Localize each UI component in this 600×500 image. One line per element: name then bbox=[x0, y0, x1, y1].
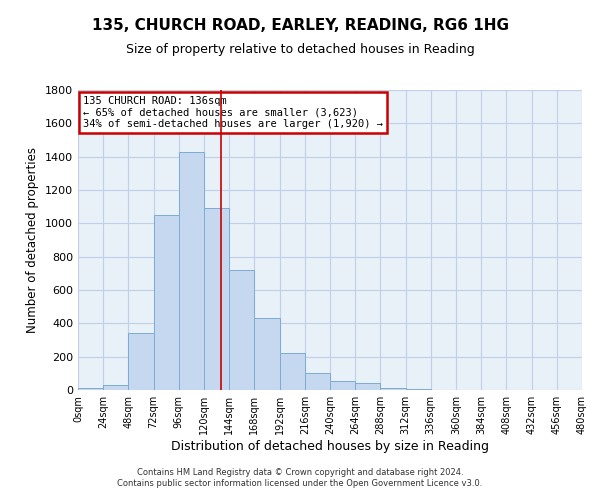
Bar bbox=[305, 372, 330, 390]
Bar bbox=[229, 270, 254, 390]
Bar bbox=[204, 208, 229, 390]
Bar bbox=[406, 389, 431, 390]
Bar bbox=[330, 381, 355, 390]
Bar bbox=[280, 354, 305, 390]
Text: Size of property relative to detached houses in Reading: Size of property relative to detached ho… bbox=[125, 42, 475, 56]
Text: Contains HM Land Registry data © Crown copyright and database right 2024.
Contai: Contains HM Land Registry data © Crown c… bbox=[118, 468, 482, 487]
Bar bbox=[179, 152, 204, 390]
Bar bbox=[154, 215, 179, 390]
Bar bbox=[128, 332, 154, 390]
Bar bbox=[103, 385, 128, 390]
Bar bbox=[380, 388, 406, 390]
Text: 135, CHURCH ROAD, EARLEY, READING, RG6 1HG: 135, CHURCH ROAD, EARLEY, READING, RG6 1… bbox=[91, 18, 509, 32]
Bar bbox=[78, 388, 103, 390]
Text: 135 CHURCH ROAD: 136sqm
← 65% of detached houses are smaller (3,623)
34% of semi: 135 CHURCH ROAD: 136sqm ← 65% of detache… bbox=[83, 96, 383, 129]
Bar bbox=[355, 384, 380, 390]
Bar bbox=[254, 318, 280, 390]
Y-axis label: Number of detached properties: Number of detached properties bbox=[26, 147, 40, 333]
X-axis label: Distribution of detached houses by size in Reading: Distribution of detached houses by size … bbox=[171, 440, 489, 452]
